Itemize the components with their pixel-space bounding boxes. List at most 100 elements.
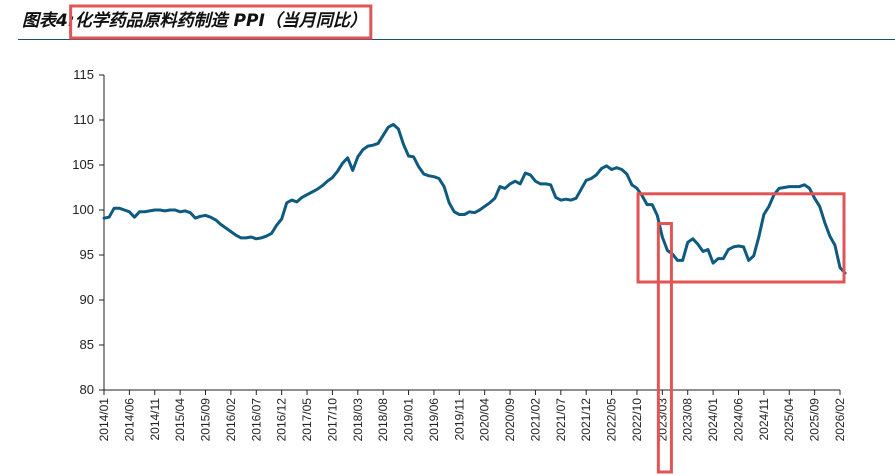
series-line (102, 123, 847, 275)
data-point (666, 249, 669, 252)
x-tick-label: 2024/01 (706, 398, 720, 442)
x-tick-label: 2014/11 (148, 398, 162, 441)
data-point (483, 205, 486, 208)
x-tick-label: 2014/01 (97, 398, 111, 442)
x-tick-label: 2017/05 (300, 398, 314, 442)
data-point (503, 187, 507, 190)
y-tick-label: 110 (73, 112, 94, 127)
data-point (818, 205, 821, 208)
x-axis: 2014/01 2014/06 2014/11 2015/04 2015/09 2016/… (97, 389, 847, 442)
data-point (605, 164, 608, 168)
x-tick-label: 2016/12 (275, 398, 289, 442)
data-point (569, 198, 573, 202)
data-point (762, 213, 766, 216)
data-point (310, 190, 314, 194)
figure-prefix: 图表4: (22, 11, 75, 31)
x-tick-label: 2023/08 (681, 398, 695, 442)
data-point (158, 208, 162, 212)
data-point (620, 168, 623, 171)
data-point (123, 208, 126, 212)
x-tick-label: 2024/06 (731, 398, 745, 442)
data-point (392, 123, 395, 126)
data-point (133, 216, 136, 219)
data-point (488, 201, 491, 204)
data-point (189, 211, 192, 214)
y-axis: 80 85 90 95 100 105 110 115 (72, 67, 105, 397)
data-point (737, 244, 740, 248)
y-tick-label: 90 (80, 292, 94, 307)
data-point (148, 209, 151, 213)
plot-area (102, 123, 847, 275)
x-tick-label: 2018/08 (376, 398, 390, 442)
data-point (341, 162, 344, 165)
data-point (701, 250, 705, 253)
data-point (239, 236, 243, 240)
data-point (468, 210, 471, 213)
x-tick-label: 2020/09 (503, 398, 517, 442)
data-point (579, 188, 583, 191)
data-point (838, 266, 842, 269)
chart-title: 化学药品原料药制造 PPI（当月同比） (74, 11, 367, 31)
data-point (615, 166, 618, 169)
data-point (178, 210, 182, 213)
data-point (478, 208, 481, 212)
data-point (767, 205, 771, 208)
data-point (371, 144, 375, 147)
y-tick-label: 100 (72, 202, 94, 217)
data-point (513, 180, 517, 183)
data-point (732, 245, 735, 249)
data-point (645, 203, 649, 206)
data-point (290, 198, 294, 202)
data-point (635, 187, 639, 190)
highlight-boxes (69, 4, 846, 474)
data-point (453, 210, 456, 213)
data-point (285, 201, 288, 204)
data-point (346, 156, 349, 159)
x-tick-label: 2016/07 (249, 398, 263, 442)
data-point (219, 223, 222, 226)
x-tick-label: 2017/10 (325, 398, 339, 442)
data-point (184, 209, 187, 213)
x-tick-label: 2025/09 (808, 398, 822, 442)
data-point (209, 216, 212, 219)
data-point (204, 214, 207, 217)
data-point (595, 173, 598, 177)
figure-title: 图表4:化学药品原料药制造 PPI（当月同比） (22, 6, 367, 36)
data-point (554, 196, 557, 199)
y-tick-label: 95 (80, 247, 94, 262)
data-point (366, 144, 370, 148)
data-point (727, 248, 730, 251)
data-point (656, 214, 659, 217)
data-point (610, 168, 613, 171)
data-point (529, 173, 532, 177)
data-point (691, 237, 694, 240)
data-point (600, 167, 603, 170)
data-point (138, 210, 141, 213)
data-point (112, 207, 116, 210)
data-point (407, 154, 410, 158)
x-tick-label: 2016/02 (224, 398, 238, 442)
x-tick-label: 2021/07 (554, 398, 568, 442)
data-point (544, 182, 547, 186)
data-point (559, 198, 563, 202)
data-point (321, 184, 324, 187)
data-point (168, 208, 172, 212)
data-point (539, 182, 542, 186)
data-point (534, 180, 537, 183)
data-point (777, 187, 781, 190)
data-point (275, 224, 278, 227)
y-tick-label: 105 (72, 157, 94, 172)
data-point (524, 171, 527, 175)
data-point (442, 185, 446, 188)
data-point (585, 179, 588, 182)
data-point (752, 254, 755, 258)
data-point (295, 200, 299, 204)
x-tick-label: 2025/04 (782, 398, 796, 442)
data-point (199, 215, 202, 218)
data-point (498, 185, 502, 188)
data-point (387, 126, 390, 129)
data-point (549, 183, 552, 186)
x-tick-label: 2019/06 (427, 398, 441, 442)
data-point (625, 172, 629, 176)
data-point (336, 170, 339, 173)
